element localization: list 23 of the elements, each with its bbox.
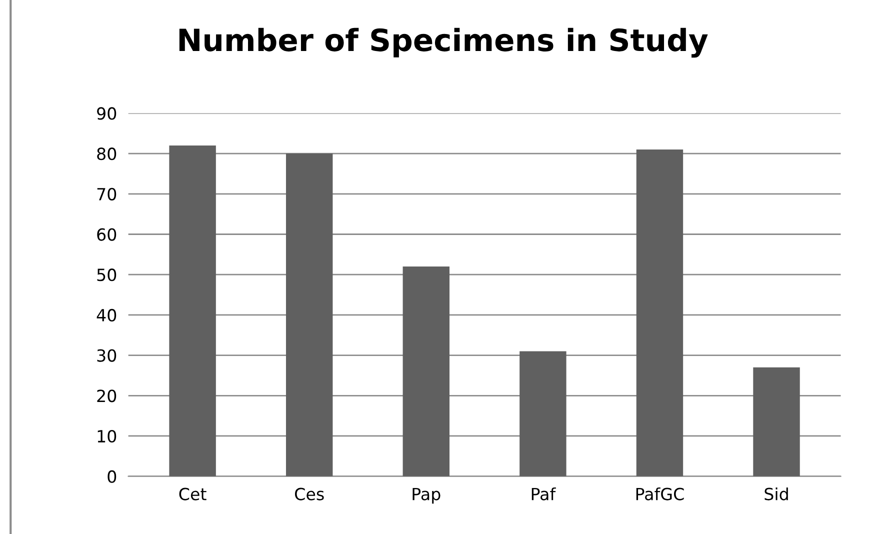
y-tick-label: 10 [98,430,116,443]
y-tick-label: 70 [97,188,116,200]
y-tick-label: 20 [97,390,116,402]
bar [286,154,333,476]
bar [520,351,566,476]
y-tick-label: 40 [96,308,116,322]
x-tick-label: PafGC [636,487,684,500]
bar [636,150,684,476]
x-tick-label: Ces [295,488,324,500]
x-tick-label: Sid [764,487,788,500]
bar [169,145,216,476]
y-tick-label: 90 [97,107,116,120]
y-tick-label: 0 [108,470,116,483]
chart-title: Number of Specimens in Study [179,28,708,58]
bar [753,367,800,476]
y-tick-label: 80 [97,148,116,160]
x-tick-label: Cet [179,488,206,500]
x-tick-label: Pap [412,488,440,504]
y-tick-label: 50 [97,268,116,282]
y-tick-label: 30 [97,349,116,362]
bar [402,266,450,476]
y-tick-label: 60 [97,228,116,241]
x-tick-label: Paf [532,487,556,500]
